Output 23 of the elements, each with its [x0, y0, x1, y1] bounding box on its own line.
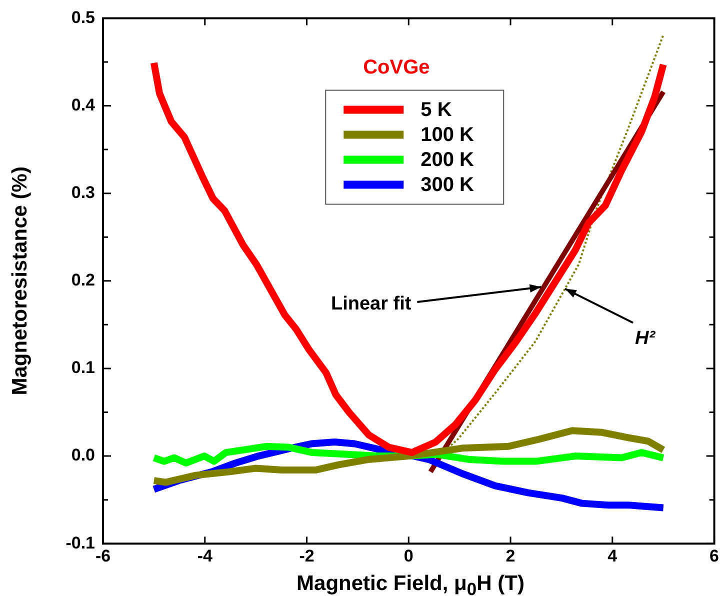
y-tick-label: 0.2 — [71, 270, 95, 290]
x-tick-label: 2 — [506, 546, 516, 566]
legend-label: 100 K — [420, 124, 475, 146]
y-tick-label: 0.5 — [71, 8, 95, 27]
x-tick-label: -4 — [197, 546, 213, 566]
x-tick-label: -6 — [95, 546, 111, 566]
annotation: H² — [634, 328, 656, 350]
y-tick-label: 0.0 — [71, 446, 95, 465]
y-tick-label: -0.1 — [66, 533, 95, 552]
x-axis-title: Magnetic Field, μ$_{0}$H (T) — [296, 572, 526, 600]
x-tick-label: 6 — [710, 546, 720, 566]
y-tick-label: 0.3 — [71, 183, 95, 202]
y-tick-label: 0.1 — [71, 358, 95, 378]
x-tick-label: -2 — [299, 546, 314, 566]
y-tick-label: 0.4 — [71, 95, 96, 114]
text: CoVGe — [363, 56, 430, 79]
legend-label: 200 K — [420, 149, 475, 172]
y-axis-title: Magnetoresistance (%) — [8, 166, 32, 396]
annotation: Linear fit — [330, 293, 412, 314]
legend-label: 300 K — [420, 174, 475, 196]
legend-label: 5 K — [420, 99, 452, 122]
x-tick-label: 0 — [404, 546, 414, 566]
x-tick-label: 4 — [608, 546, 618, 566]
